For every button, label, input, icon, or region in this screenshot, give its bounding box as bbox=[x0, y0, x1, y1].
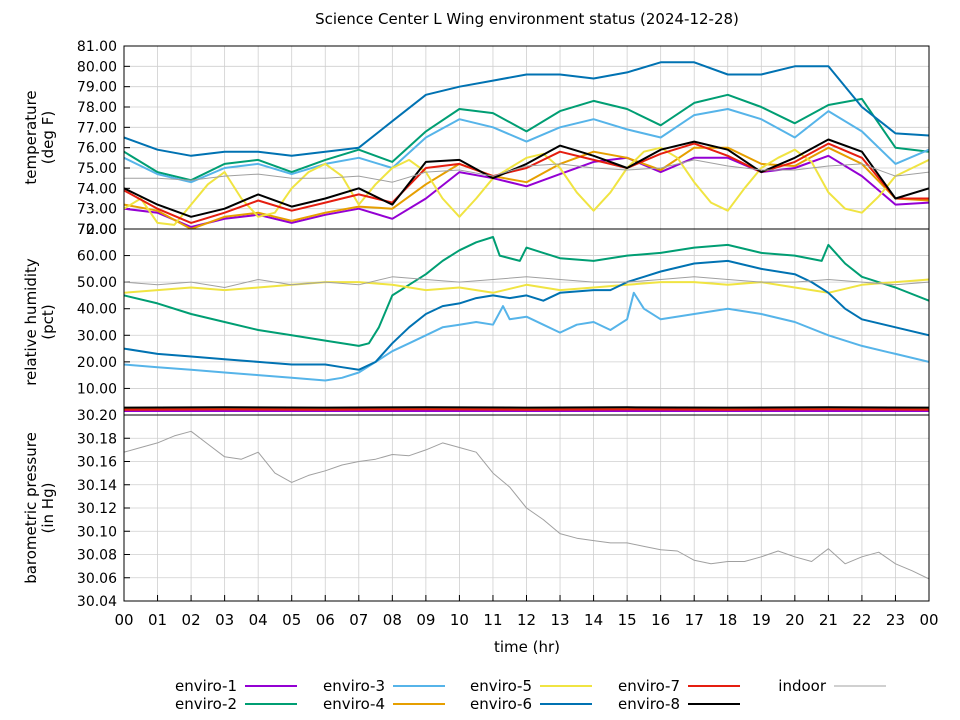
y-tick-label: 30.12 bbox=[77, 501, 117, 517]
series-line-enviro-1 bbox=[124, 154, 929, 228]
y-tick-label: 30.06 bbox=[77, 571, 117, 587]
y-tick-label: 30.14 bbox=[77, 478, 117, 494]
series-line-enviro-5 bbox=[124, 278, 929, 294]
legend-label: enviro-3 bbox=[323, 677, 385, 695]
y-tick-label: 30.18 bbox=[77, 431, 117, 447]
temperature-panel: 72.00 73.00 74.00 75.00 76.00 77.00 78.00 79.00… bbox=[22, 39, 930, 238]
y-axis-label: (pct) bbox=[39, 304, 57, 339]
y-axis-label: barometric pressure bbox=[22, 432, 40, 584]
y-tick-label: 30.08 bbox=[77, 548, 117, 564]
y-tick-label: 76.00 bbox=[77, 141, 117, 157]
legend-label: enviro-4 bbox=[323, 695, 385, 713]
y-tick-label: 50.00 bbox=[77, 275, 117, 291]
series-line-indoor bbox=[124, 159, 929, 183]
series-line-enviro-7 bbox=[124, 142, 929, 224]
y-tick-label: 80.00 bbox=[77, 59, 117, 75]
x-tick-label: 21 bbox=[819, 611, 838, 629]
series-line-indoor bbox=[124, 276, 929, 288]
legend-label: enviro-7 bbox=[618, 677, 680, 695]
legend-label: enviro-6 bbox=[470, 695, 532, 713]
x-tick-label: 00 bbox=[919, 611, 938, 629]
y-tick-label: 30.00 bbox=[77, 328, 117, 344]
series-line-enviro-6 bbox=[124, 259, 929, 371]
series-line-enviro-2 bbox=[124, 93, 929, 182]
x-tick-label: 11 bbox=[483, 611, 502, 629]
series-line-enviro-3 bbox=[124, 291, 929, 382]
y-tick-label: 73.00 bbox=[77, 202, 117, 218]
humidity-panel: 10.00 20.00 30.00 40.00 50.00 60.00 70.00 relat… bbox=[22, 222, 930, 416]
y-tick-label: 30.20 bbox=[77, 408, 117, 424]
series-line-enviro-3 bbox=[124, 108, 929, 184]
series-line-indoor bbox=[124, 430, 929, 580]
x-tick-label: 13 bbox=[550, 611, 569, 629]
x-tick-label: 09 bbox=[416, 611, 435, 629]
x-tick-label: 05 bbox=[282, 611, 301, 629]
x-tick-label: 14 bbox=[584, 611, 603, 629]
legend-label: enviro-2 bbox=[175, 695, 237, 713]
series-line-enviro-5 bbox=[124, 146, 929, 226]
series-line-enviro-8 bbox=[124, 138, 929, 218]
x-tick-label: 10 bbox=[450, 611, 469, 629]
x-tick-label: 02 bbox=[182, 611, 201, 629]
y-tick-label: 70.00 bbox=[77, 222, 117, 238]
y-tick-label: 30.04 bbox=[77, 594, 117, 610]
legend-label: enviro-1 bbox=[175, 677, 237, 695]
x-tick-label: 23 bbox=[886, 611, 905, 629]
x-tick-label: 16 bbox=[651, 611, 670, 629]
series-line-enviro-2 bbox=[124, 236, 929, 347]
legend-label: enviro-5 bbox=[470, 677, 532, 695]
x-tick-label: 03 bbox=[215, 611, 234, 629]
y-tick-label: 30.16 bbox=[77, 455, 117, 471]
x-tick-label: 19 bbox=[752, 611, 771, 629]
y-tick-label: 72.00 bbox=[77, 222, 117, 238]
x-tick-label: 22 bbox=[852, 611, 871, 629]
x-tick-label: 18 bbox=[718, 611, 737, 629]
x-tick-label: 01 bbox=[148, 611, 167, 629]
y-axis-label: relative humidity bbox=[22, 258, 40, 386]
x-tick-label: 04 bbox=[249, 611, 268, 629]
x-tick-label: 06 bbox=[316, 611, 335, 629]
legend-label: indoor bbox=[778, 677, 827, 695]
pressure-panel: 30.04 30.06 30.08 30.10 30.12 30.14 30.16 30.18… bbox=[22, 408, 930, 610]
x-tick-label: 20 bbox=[785, 611, 804, 629]
y-tick-label: 10.00 bbox=[77, 381, 117, 397]
y-tick-label: 40.00 bbox=[77, 302, 117, 318]
x-axis-label: time (hr) bbox=[494, 638, 560, 656]
y-tick-label: 78.00 bbox=[77, 100, 117, 116]
x-tick-label: 15 bbox=[618, 611, 637, 629]
x-tick-label: 08 bbox=[383, 611, 402, 629]
x-tick-label: 17 bbox=[685, 611, 704, 629]
series-line-enviro-7 bbox=[124, 408, 929, 411]
x-tick-label: 07 bbox=[349, 611, 368, 629]
series-line-enviro-4 bbox=[124, 146, 929, 229]
y-tick-label: 30.10 bbox=[77, 524, 117, 540]
y-axis-label: (in Hg) bbox=[39, 483, 57, 534]
x-axis: 00 01 02 03 04 05 06 07 08 09 10 11 12 13 14 15 16 17 18 19… bbox=[114, 595, 939, 629]
y-axis-label: (deg F) bbox=[39, 111, 57, 164]
y-tick-label: 75.00 bbox=[77, 161, 117, 177]
series-line-enviro-6 bbox=[124, 61, 929, 157]
y-tick-label: 74.00 bbox=[77, 181, 117, 197]
x-tick-label: 12 bbox=[517, 611, 536, 629]
y-tick-label: 20.00 bbox=[77, 355, 117, 371]
y-tick-label: 60.00 bbox=[77, 249, 117, 265]
y-tick-label: 79.00 bbox=[77, 80, 117, 96]
y-axis-label: temperature bbox=[22, 90, 40, 184]
legend-label: enviro-8 bbox=[618, 695, 680, 713]
y-tick-label: 77.00 bbox=[77, 120, 117, 136]
chart-title: Science Center L Wing environment status… bbox=[315, 10, 739, 28]
x-tick-label: 00 bbox=[114, 611, 133, 629]
y-tick-label: 81.00 bbox=[77, 39, 117, 55]
